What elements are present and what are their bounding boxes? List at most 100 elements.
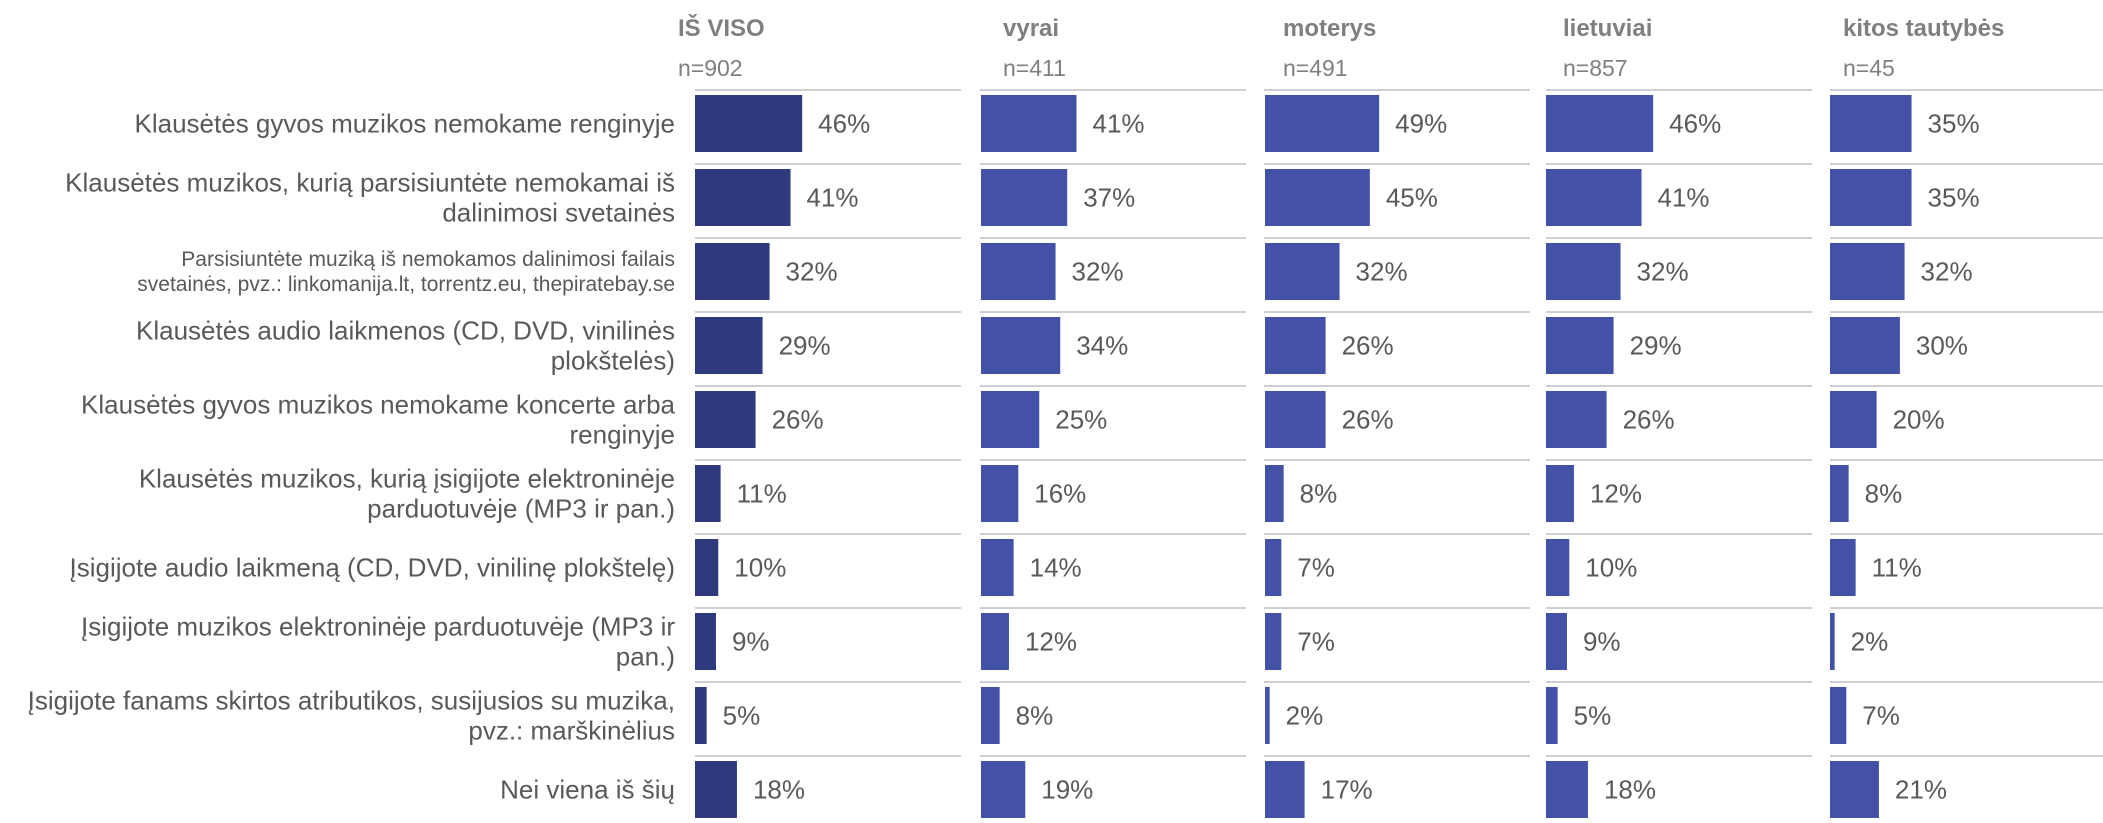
column-n-1: n=411 bbox=[1003, 55, 1066, 81]
bar-1-4 bbox=[981, 391, 1040, 448]
value-label-2-7: 7% bbox=[1297, 627, 1335, 657]
bar-4-1 bbox=[1830, 169, 1912, 226]
bar-1-5 bbox=[981, 465, 1019, 522]
bar-4-8 bbox=[1830, 687, 1847, 744]
bar-0-7 bbox=[695, 613, 716, 670]
value-label-4-8: 7% bbox=[1862, 701, 1900, 731]
bar-3-6 bbox=[1546, 539, 1570, 596]
bar-2-0 bbox=[1265, 95, 1380, 152]
bar-3-4 bbox=[1546, 391, 1607, 448]
bar-3-0 bbox=[1546, 95, 1654, 152]
bar-4-7 bbox=[1830, 613, 1835, 670]
bar-2-5 bbox=[1265, 465, 1284, 522]
row-label-0: Klausėtės gyvos muzikos nemokame renginy… bbox=[135, 109, 675, 139]
value-label-1-6: 14% bbox=[1030, 553, 1082, 583]
value-label-4-1: 35% bbox=[1928, 183, 1980, 213]
bar-4-0 bbox=[1830, 95, 1912, 152]
value-label-3-0: 46% bbox=[1669, 109, 1721, 139]
value-label-2-5: 8% bbox=[1300, 479, 1338, 509]
value-label-4-7: 2% bbox=[1851, 627, 1889, 657]
bar-1-9 bbox=[981, 761, 1026, 818]
bar-3-5 bbox=[1546, 465, 1574, 522]
bar-3-9 bbox=[1546, 761, 1588, 818]
value-label-2-6: 7% bbox=[1297, 553, 1335, 583]
bar-1-1 bbox=[981, 169, 1068, 226]
row-label-3: Klausėtės audio laikmenos (CD, DVD, vini… bbox=[136, 316, 675, 376]
value-label-3-9: 18% bbox=[1604, 775, 1656, 805]
bar-0-3 bbox=[695, 317, 763, 374]
bar-4-3 bbox=[1830, 317, 1900, 374]
column-n-0: n=902 bbox=[678, 55, 743, 81]
value-label-4-0: 35% bbox=[1928, 109, 1980, 139]
bar-2-8 bbox=[1265, 687, 1270, 744]
value-label-2-3: 26% bbox=[1342, 331, 1394, 361]
row-label-9: Nei viena iš šių bbox=[500, 775, 675, 805]
value-label-1-3: 34% bbox=[1076, 331, 1128, 361]
row-label-1: Klausėtės muzikos, kurią parsisiuntėte n… bbox=[65, 168, 675, 228]
value-label-1-1: 37% bbox=[1083, 183, 1135, 213]
value-label-3-4: 26% bbox=[1623, 405, 1675, 435]
bar-1-7 bbox=[981, 613, 1009, 670]
value-label-0-8: 5% bbox=[723, 701, 761, 731]
bar-4-6 bbox=[1830, 539, 1856, 596]
bar-0-4 bbox=[695, 391, 756, 448]
bar-3-3 bbox=[1546, 317, 1614, 374]
value-label-1-0: 41% bbox=[1093, 109, 1145, 139]
value-label-1-9: 19% bbox=[1041, 775, 1093, 805]
value-label-4-4: 20% bbox=[1893, 405, 1945, 435]
value-label-4-3: 30% bbox=[1916, 331, 1968, 361]
bar-2-2 bbox=[1265, 243, 1340, 300]
value-label-0-5: 11% bbox=[737, 479, 787, 509]
bar-2-3 bbox=[1265, 317, 1326, 374]
column-n-3: n=857 bbox=[1563, 55, 1628, 81]
value-label-3-3: 29% bbox=[1630, 331, 1682, 361]
value-label-3-5: 12% bbox=[1590, 479, 1642, 509]
value-label-4-2: 32% bbox=[1921, 257, 1973, 287]
bar-4-5 bbox=[1830, 465, 1849, 522]
bar-3-7 bbox=[1546, 613, 1567, 670]
value-label-4-6: 11% bbox=[1872, 553, 1922, 583]
column-header-4: kitos tautybės bbox=[1843, 15, 2004, 42]
value-label-2-4: 26% bbox=[1342, 405, 1394, 435]
value-label-2-8: 2% bbox=[1286, 701, 1324, 731]
value-label-1-4: 25% bbox=[1055, 405, 1107, 435]
value-label-2-9: 17% bbox=[1321, 775, 1373, 805]
value-label-4-5: 8% bbox=[1865, 479, 1903, 509]
bar-1-0 bbox=[981, 95, 1077, 152]
value-label-1-8: 8% bbox=[1016, 701, 1054, 731]
value-label-3-1: 41% bbox=[1658, 183, 1710, 213]
bar-2-7 bbox=[1265, 613, 1282, 670]
bar-4-4 bbox=[1830, 391, 1877, 448]
bar-0-9 bbox=[695, 761, 737, 818]
column-header-2: moterys bbox=[1283, 15, 1376, 42]
bar-2-6 bbox=[1265, 539, 1282, 596]
value-label-3-8: 5% bbox=[1574, 701, 1612, 731]
column-header-3: lietuviai bbox=[1563, 15, 1652, 42]
column-n-4: n=45 bbox=[1843, 55, 1895, 81]
row-label-6: Įsigijote audio laikmeną (CD, DVD, vinil… bbox=[70, 553, 675, 583]
bar-4-9 bbox=[1830, 761, 1879, 818]
row-label-2: Parsisiuntėte muziką iš nemokamos dalini… bbox=[137, 248, 675, 296]
value-label-0-2: 32% bbox=[786, 257, 838, 287]
column-header-0: IŠ VISO bbox=[678, 14, 765, 42]
bar-1-3 bbox=[981, 317, 1061, 374]
bar-0-0 bbox=[695, 95, 803, 152]
bar-1-2 bbox=[981, 243, 1056, 300]
bar-4-2 bbox=[1830, 243, 1905, 300]
value-label-0-0: 46% bbox=[818, 109, 870, 139]
value-label-0-7: 9% bbox=[732, 627, 770, 657]
row-label-4: Klausėtės gyvos muzikos nemokame koncert… bbox=[81, 390, 675, 450]
bar-0-8 bbox=[695, 687, 707, 744]
value-label-1-7: 12% bbox=[1025, 627, 1077, 657]
value-label-1-5: 16% bbox=[1034, 479, 1086, 509]
column-n-2: n=491 bbox=[1283, 55, 1348, 81]
bar-2-9 bbox=[1265, 761, 1305, 818]
value-label-3-7: 9% bbox=[1583, 627, 1621, 657]
bar-1-8 bbox=[981, 687, 1000, 744]
bar-2-4 bbox=[1265, 391, 1326, 448]
value-label-2-0: 49% bbox=[1395, 109, 1447, 139]
value-label-4-9: 21% bbox=[1895, 775, 1947, 805]
value-label-2-1: 45% bbox=[1386, 183, 1438, 213]
bar-2-1 bbox=[1265, 169, 1370, 226]
